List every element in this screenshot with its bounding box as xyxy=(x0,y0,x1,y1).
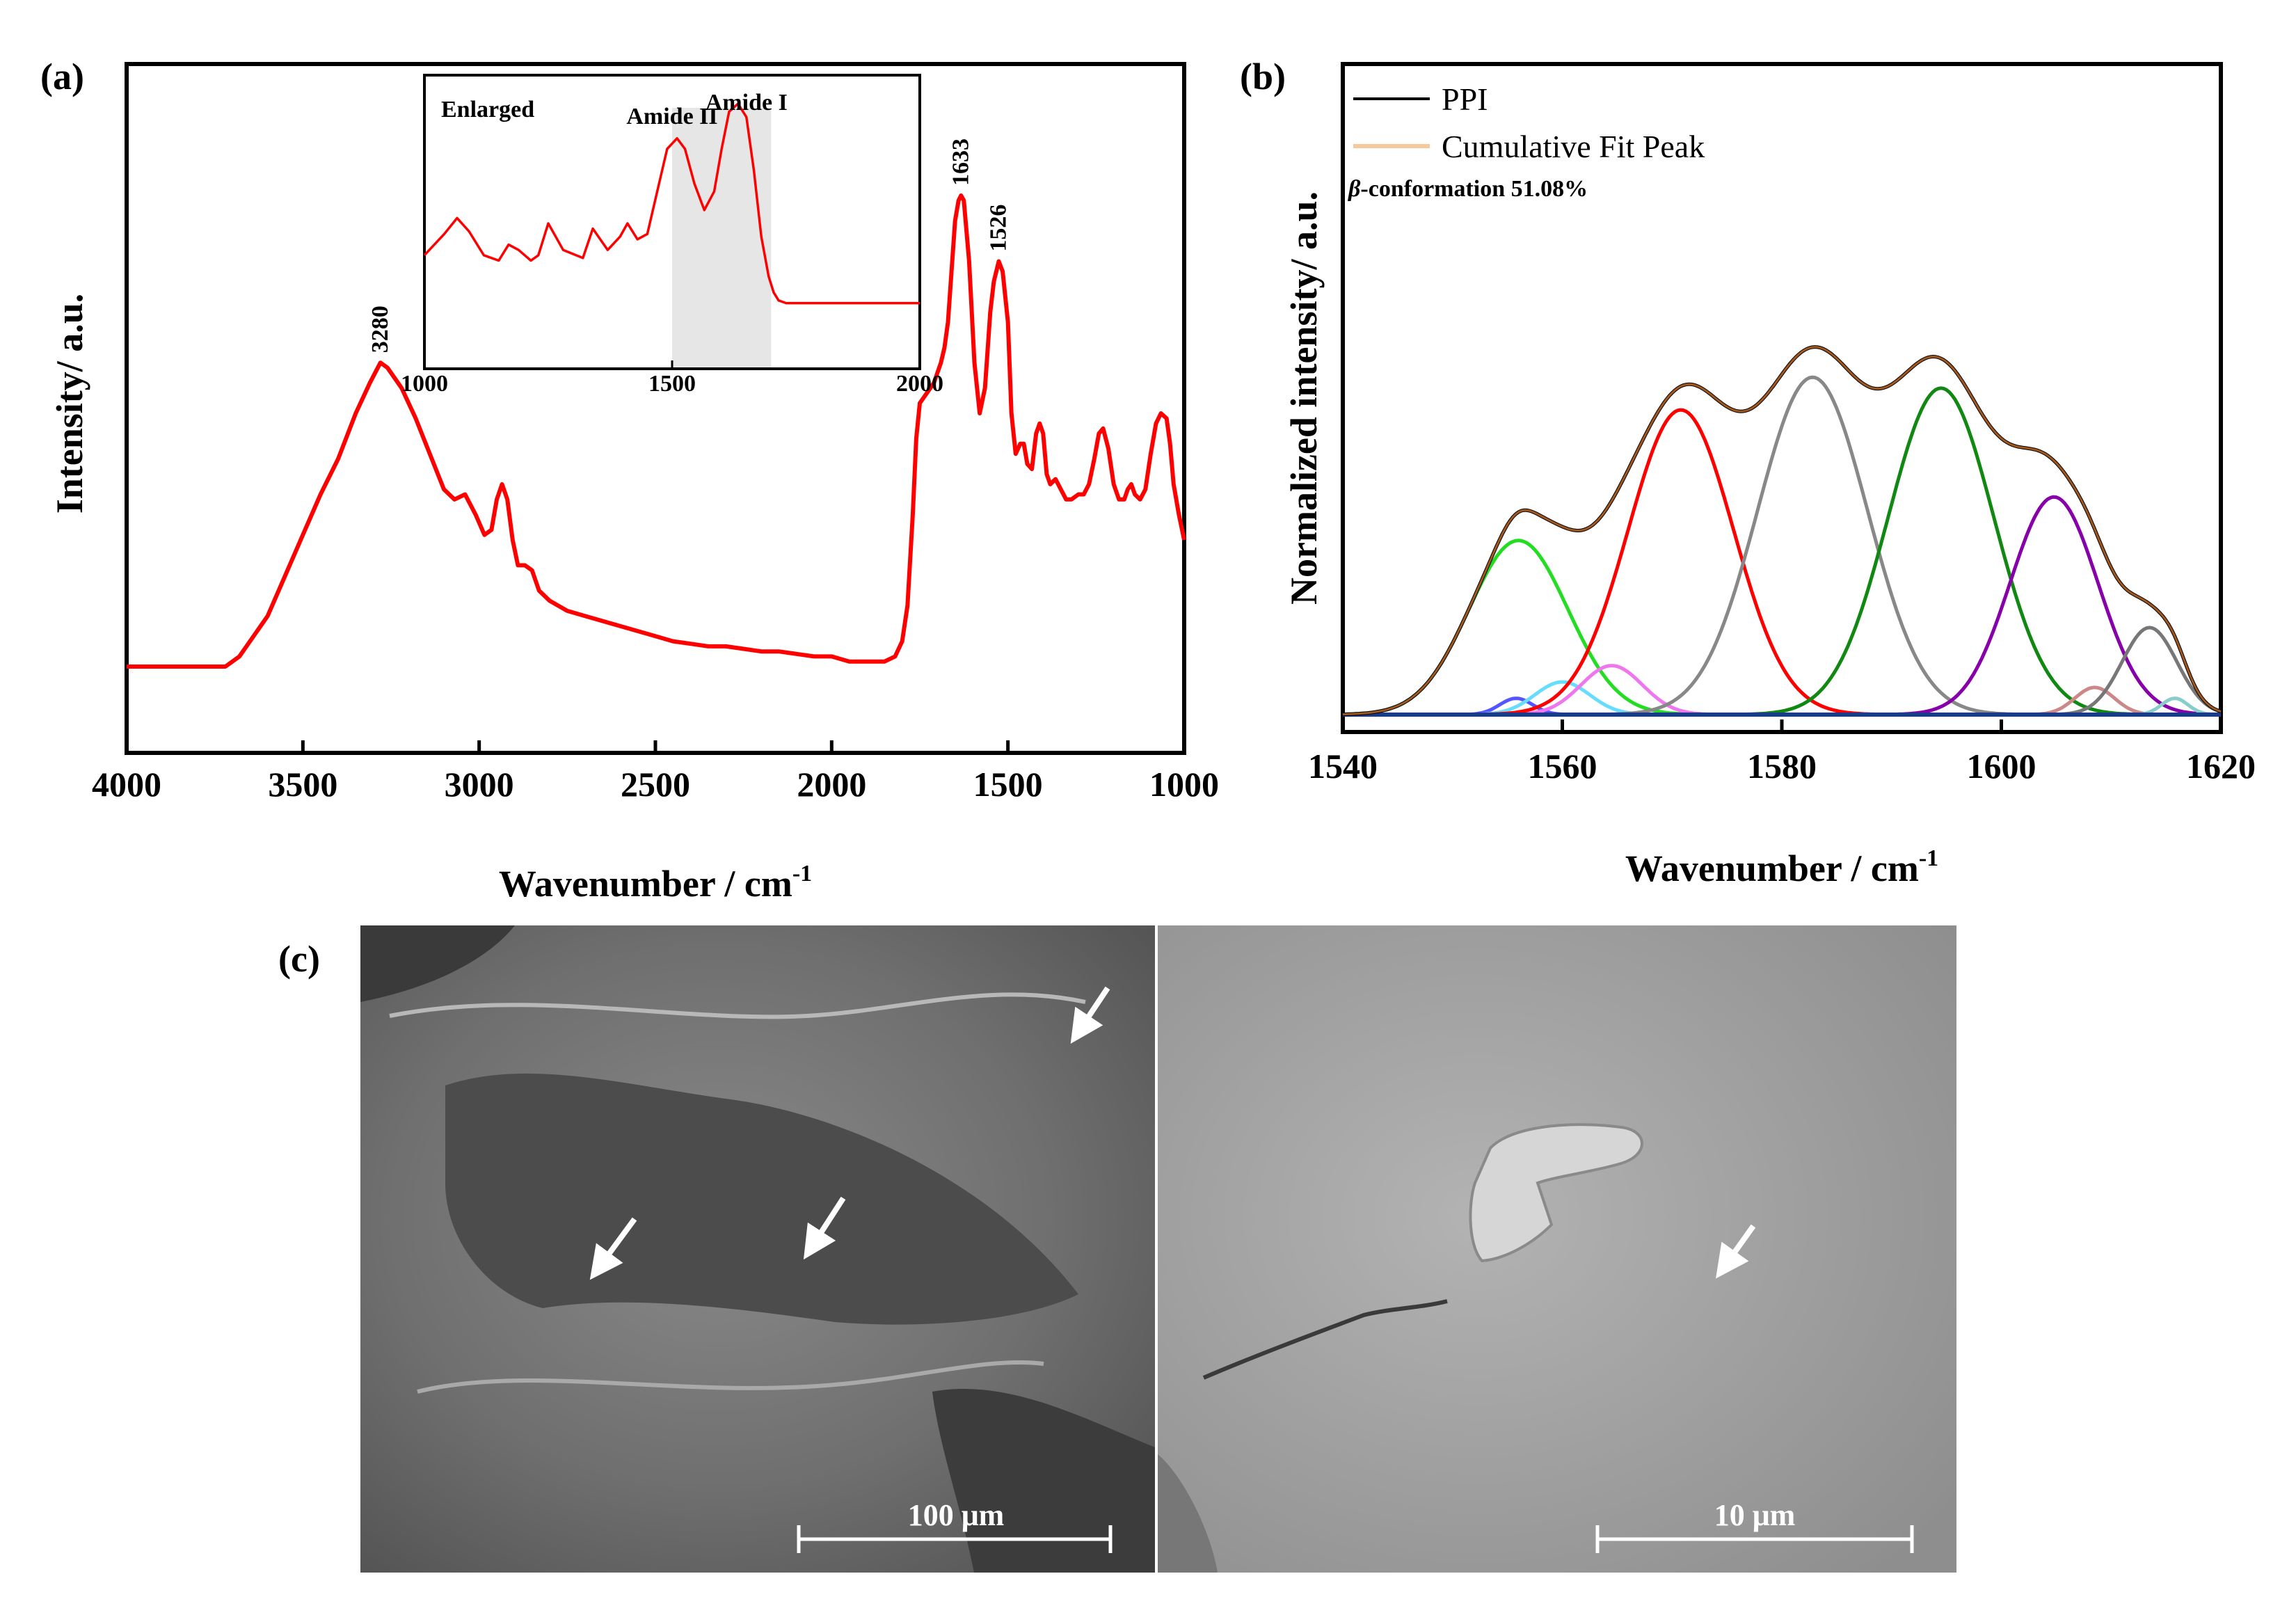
sem-left-dark-corner xyxy=(932,1389,1155,1573)
panel-b-fit-peaks xyxy=(1342,375,2222,717)
legend-ppi-label: PPI xyxy=(1442,81,1488,117)
panel-a-label: (a) xyxy=(40,56,84,97)
sem-right-background xyxy=(1158,925,1956,1573)
panel-b-tick-label-1540: 1540 xyxy=(1308,747,1378,786)
peak-label-1633: 1633 xyxy=(948,138,973,186)
sem-image-left: 100 μm xyxy=(360,925,1155,1573)
panel-a-tick-label-3500: 3500 xyxy=(268,765,337,804)
panel-b-label: (b) xyxy=(1240,56,1286,97)
panel-a-x-ticks: 4000 3500 3000 2500 2000 1500 1000 xyxy=(92,740,1219,804)
fit-peak-5 xyxy=(1343,408,2221,717)
panel-b-tick-label-1560: 1560 xyxy=(1528,747,1597,786)
legend-cumulative-label: Cumulative Fit Peak xyxy=(1442,129,1705,164)
inset-x-ticks: 1000 1500 2000 xyxy=(401,360,943,397)
panel-b-legend: PPI Cumulative Fit Peak xyxy=(1353,81,1705,164)
sem-left-arrow-3 xyxy=(803,1196,846,1260)
panel-b-ppi-line xyxy=(1342,345,2222,717)
sem-right-crack xyxy=(1202,1299,1448,1380)
panel-a-tick-label-2500: 2500 xyxy=(621,765,690,804)
panel-b-tick-label-1580: 1580 xyxy=(1747,747,1817,786)
panel-b-chart: 1540 1560 1580 1600 1620 PPI Cumulative Fit … xyxy=(1283,62,2256,889)
inset-tick-label-2000: 2000 xyxy=(896,371,943,397)
panel-b-tick-label-1620: 1620 xyxy=(2186,747,2256,786)
sem-left-ridge xyxy=(389,992,1086,1019)
inset-title: Enlarged xyxy=(441,97,534,122)
inset-tick-label-1000: 1000 xyxy=(401,371,448,397)
panel-a-tick-label-1500: 1500 xyxy=(973,765,1043,804)
panel-b-x-axis-title: Wavenumber / cm-1 xyxy=(1625,845,1938,889)
panel-a-y-axis-title: Intensity/ a.u. xyxy=(49,294,90,514)
sem-right-particle xyxy=(1469,1123,1643,1263)
fit-peak-8 xyxy=(1343,495,2222,717)
panel-b-y-axis-title: Normalized intensity/ a.u. xyxy=(1283,191,1325,605)
panel-a-tick-label-1000: 1000 xyxy=(1149,765,1219,804)
sem-left-arrow-2 xyxy=(589,1217,637,1280)
panel-b-cumulative-fit-line xyxy=(1342,346,2222,716)
peak-label-1526: 1526 xyxy=(985,205,1011,252)
sem-right-scale-label: 10 μm xyxy=(1714,1498,1796,1532)
panel-b-tick-label-1600: 1600 xyxy=(1967,747,2036,786)
sem-right-dark-corner xyxy=(1158,1454,1218,1573)
sem-right-arrow xyxy=(1716,1224,1756,1279)
inset-amide-i-label: Amide I xyxy=(705,90,788,116)
panel-b-x-ticks: 1540 1560 1580 1600 1620 xyxy=(1308,719,2256,786)
panel-a-peak-labels: 3280 1633 1526 xyxy=(367,138,1012,353)
panel-a-x-axis-title: Wavenumber / cm-1 xyxy=(499,861,812,905)
panel-a-tick-label-2000: 2000 xyxy=(797,765,866,804)
panel-a-chart: 4000 3500 3000 2500 2000 1500 1000 3280 1633 152… xyxy=(49,62,1219,905)
sem-left-arrow-1 xyxy=(1070,986,1110,1044)
beta-conformation-annotation: β-conformation 51.08% xyxy=(1347,176,1588,202)
sem-left-scale-label: 100 μm xyxy=(908,1498,1005,1532)
panel-a-inset: Enlarged Amide II Amide I 1000 1500 2000 xyxy=(401,74,943,397)
inset-amide-ii-label: Amide II xyxy=(626,104,717,129)
inset-spectrum-line xyxy=(423,102,920,305)
panel-a-tick-label-4000: 4000 xyxy=(92,765,161,804)
sem-left-ridge-2 xyxy=(417,1360,1044,1394)
panel-b-frame xyxy=(1341,62,2223,734)
panel-a-tick-label-3000: 3000 xyxy=(445,765,514,804)
fit-peak-10 xyxy=(1343,626,2222,717)
inset-tick-label-1500: 1500 xyxy=(648,371,696,397)
peak-label-3280: 3280 xyxy=(367,305,393,353)
panel-c-label: (c) xyxy=(278,938,320,980)
sem-left-dark-edge xyxy=(360,925,515,1002)
panel-a-spectrum-line xyxy=(127,193,1186,669)
sem-image-right: 10 μm xyxy=(1158,925,1956,1573)
